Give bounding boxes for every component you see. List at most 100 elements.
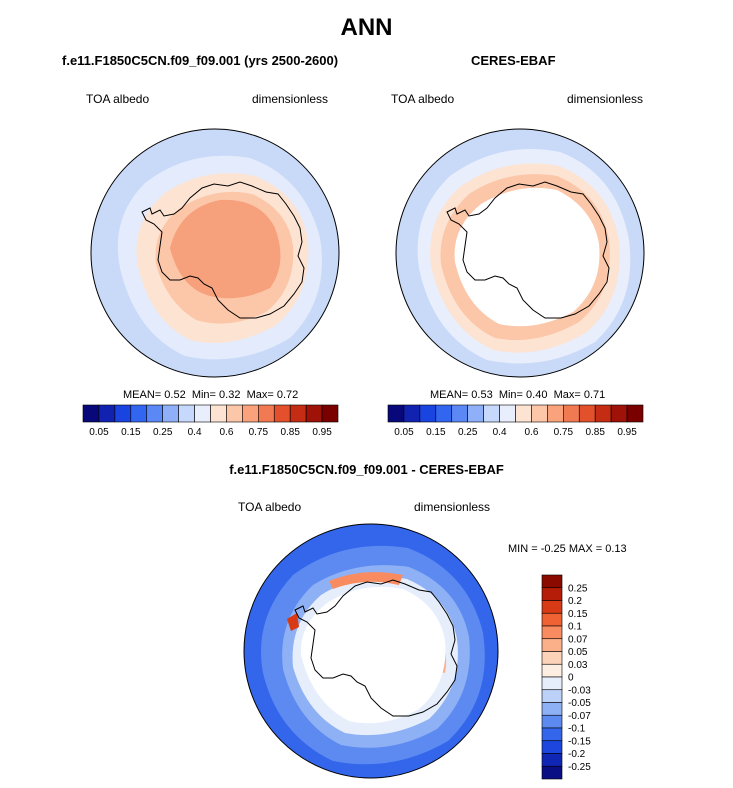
- colorbar-tick-label: 0.95: [312, 427, 332, 438]
- colorbar-tick-label: 0.1: [568, 622, 582, 633]
- panel1-stats: MEAN= 0.52 Min= 0.32 Max= 0.72: [123, 389, 298, 401]
- colorbar-swatch: [130, 404, 148, 423]
- panel2-antarctica-coastline: [446, 181, 610, 319]
- colorbar-swatch: [541, 574, 563, 589]
- colorbar-tick-label: 0.6: [524, 427, 538, 438]
- panel2-missing-data-area: [454, 187, 600, 327]
- colorbar-tick-label: -0.03: [568, 685, 591, 696]
- colorbar-swatch: [273, 404, 291, 423]
- colorbar-tick-label: 0.15: [568, 609, 588, 620]
- colorbar-swatch: [194, 404, 211, 423]
- panel2-mean-value: 0.53: [471, 389, 493, 401]
- colorbar-swatch: [547, 404, 564, 423]
- colorbar-tick-label: 0.95: [617, 427, 637, 438]
- colorbar-swatch: [114, 404, 132, 423]
- colorbar-swatch: [451, 404, 468, 423]
- panel1-map-boundary: [90, 128, 340, 378]
- colorbar-swatch: [563, 404, 580, 423]
- panel2-max-value: 0.71: [583, 389, 606, 401]
- panel3-max-label: MAX =: [568, 543, 603, 555]
- colorbar-tick-label: 0.15: [121, 427, 141, 438]
- colorbar-swatch: [321, 404, 339, 423]
- colorbar-tick-label: 0.85: [585, 427, 605, 438]
- panel3-variable-label: TOA albedo: [238, 500, 302, 514]
- panel3-positive-anomaly-peninsula: [287, 613, 299, 631]
- panel2-map-boundary: [395, 128, 645, 378]
- colorbar-tick-label: 0.03: [568, 660, 588, 671]
- colorbar-tick-label: 0.2: [568, 596, 582, 607]
- colorbar-tick-label: 0.4: [188, 427, 202, 438]
- colorbar-swatch: [162, 404, 179, 423]
- panel1-antarctica-coastline: [141, 181, 305, 319]
- panel1-mean-label: MEAN=: [123, 389, 162, 401]
- panel2-mean-label: MEAN=: [430, 389, 469, 401]
- colorbar-swatch: [467, 404, 484, 423]
- panel2-units-label: dimensionless: [567, 92, 644, 106]
- panel1-variable-label: TOA albedo: [86, 92, 150, 106]
- panel3-min-value: -0.25: [540, 543, 566, 555]
- panel2-colorbar: 0.05 0.15 0.25 0.4 0.6 0.75 0.85 0.95: [387, 404, 644, 438]
- colorbar-swatch: [98, 404, 116, 423]
- colorbar-tick-label: -0.07: [568, 711, 591, 722]
- colorbar-tick-label: -0.2: [568, 749, 586, 760]
- colorbar-tick-label: 0.25: [458, 427, 478, 438]
- colorbar-swatch: [541, 638, 563, 652]
- panel3-positive-anomaly-north: [329, 572, 403, 589]
- colorbar-tick-label: -0.1: [568, 724, 586, 735]
- colorbar-swatch: [541, 753, 563, 767]
- colorbar-swatch: [541, 689, 563, 703]
- panel1-mean-value: 0.52: [164, 389, 186, 401]
- panel1-title: f.e11.F1850C5CN.f09_f09.001 (yrs 2500-26…: [62, 53, 339, 68]
- colorbar-swatch: [403, 404, 421, 423]
- panel3-max-value: 0.13: [605, 543, 627, 555]
- colorbar-tick-label: 0.05: [394, 427, 414, 438]
- colorbar-swatch: [578, 404, 596, 423]
- colorbar-tick-label: 0.05: [568, 647, 588, 658]
- colorbar-swatch: [541, 702, 563, 716]
- panel3-polar-map: [243, 523, 499, 779]
- colorbar-swatch: [305, 404, 323, 423]
- panel1-ice-sheet-high: [170, 199, 281, 299]
- colorbar-swatch: [515, 404, 532, 423]
- panel1-min-value: 0.32: [219, 389, 241, 401]
- panel1-max-label: Max=: [246, 389, 274, 401]
- colorbar-swatch: [594, 404, 612, 423]
- colorbar-swatch: [541, 740, 563, 754]
- panel1-units-label: dimensionless: [252, 92, 329, 106]
- panel3-units-label: dimensionless: [414, 500, 491, 514]
- colorbar-tick-label: 0.15: [426, 427, 446, 438]
- colorbar-swatch: [289, 404, 307, 423]
- colorbar-swatch: [82, 404, 100, 423]
- panel3-missing-data-area: [300, 586, 446, 724]
- colorbar-swatch: [541, 612, 563, 627]
- colorbar-swatch: [541, 765, 563, 780]
- colorbar-tick-label: 0.07: [568, 634, 588, 645]
- panel1-min-label: Min=: [191, 389, 216, 401]
- colorbar-swatch: [541, 587, 563, 601]
- panel3-stats: MIN = -0.25 MAX = 0.13: [508, 543, 627, 555]
- colorbar-tick-label: 0.75: [249, 427, 269, 438]
- panel3-title: f.e11.F1850C5CN.f09_f09.001 - CERES-EBAF: [229, 462, 504, 477]
- colorbar-swatch: [499, 404, 516, 423]
- colorbar-swatch: [483, 404, 500, 423]
- colorbar-swatch: [541, 625, 563, 640]
- colorbar-swatch: [146, 404, 163, 423]
- panel3-min-label: MIN =: [508, 543, 538, 555]
- panel1-max-value: 0.72: [276, 389, 299, 401]
- colorbar-swatch: [541, 676, 563, 691]
- panel2-max-label: Max=: [553, 389, 581, 401]
- panel2-polar-map: [395, 128, 645, 378]
- colorbar-tick-label: 0.75: [554, 427, 574, 438]
- panel3-antarctica-coastline: [294, 579, 458, 717]
- colorbar-tick-label: 0: [568, 673, 574, 684]
- colorbar-tick-label: 0.4: [493, 427, 507, 438]
- colorbar-swatch: [626, 404, 644, 423]
- panel3-map-boundary: [243, 523, 499, 779]
- colorbar-tick-label: 0.25: [153, 427, 173, 438]
- colorbar-swatch: [541, 714, 563, 729]
- panel1-polar-map: [90, 128, 340, 378]
- colorbar-swatch: [242, 404, 259, 423]
- colorbar-swatch: [226, 404, 243, 423]
- panel2-title: CERES-EBAF: [471, 53, 556, 68]
- colorbar-swatch: [419, 404, 437, 423]
